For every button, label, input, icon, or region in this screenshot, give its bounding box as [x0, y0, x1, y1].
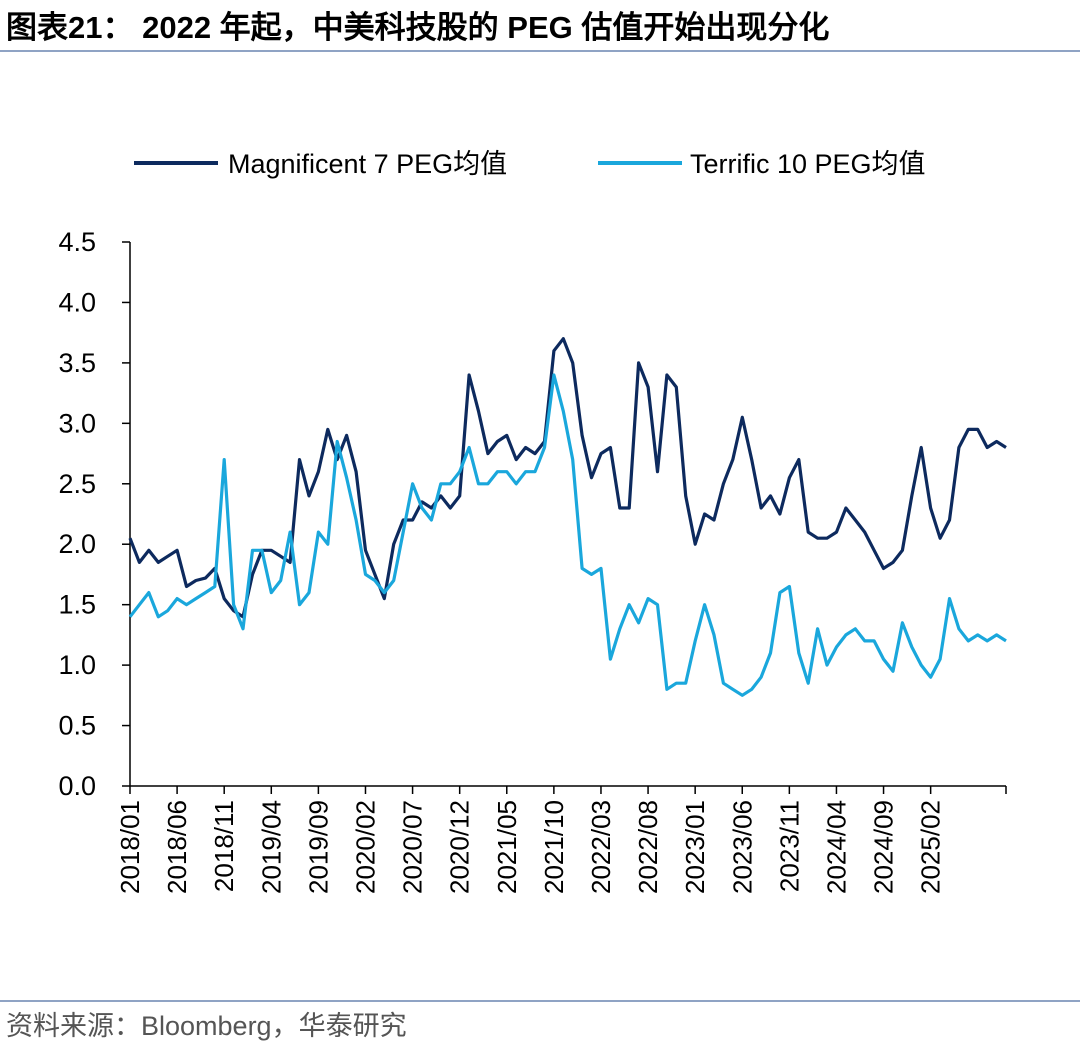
x-tick-label: 2022/08	[633, 800, 663, 894]
series-line-terrific-10	[128, 373, 1007, 697]
x-tick-label: 2024/04	[821, 800, 851, 894]
x-tick-label: 2023/01	[680, 800, 710, 894]
page-title: 图表21： 2022 年起，中美科技股的 PEG 估值开始出现分化	[6, 10, 830, 45]
source-note: 资料来源：Bloomberg，华泰研究	[6, 1011, 407, 1041]
x-tick-label: 2025/02	[916, 800, 946, 894]
legend-label: Magnificent 7 PEG均值	[228, 149, 507, 179]
legend-label: Terrific 10 PEG均值	[690, 149, 926, 179]
y-tick-label: 3.5	[58, 348, 96, 378]
y-tick-label: 2.5	[58, 469, 96, 499]
y-axis-ticks: 0.0 0.5 1.0 1.5 2.0 2.5 3.0 3.5 4.0 4.5	[58, 227, 130, 801]
x-tick-label: 2019/04	[256, 800, 286, 894]
x-tick-label: 2022/03	[586, 800, 616, 894]
x-tick-label: 2021/10	[539, 800, 569, 894]
series-lines	[128, 337, 1007, 697]
x-axis-ticks: 2018/01 2018/06 2018/11 2019/04 2019/09 2020/…	[115, 786, 1007, 894]
x-tick-label: 2024/09	[869, 800, 899, 894]
x-tick-label: 2018/01	[115, 800, 145, 894]
y-tick-label: 1.5	[58, 590, 96, 620]
x-tick-label: 2020/02	[350, 800, 380, 894]
y-tick-label: 0.5	[58, 711, 96, 741]
chart-legend: Magnificent 7 PEG均值 Terrific 10 PEG均值	[134, 149, 926, 179]
y-tick-label: 4.5	[58, 227, 96, 257]
y-tick-label: 2.0	[58, 529, 96, 559]
x-tick-label: 2023/11	[774, 800, 804, 892]
y-tick-label: 3.0	[58, 408, 96, 438]
x-tick-label: 2020/07	[398, 800, 428, 894]
x-tick-label: 2019/09	[303, 800, 333, 894]
x-tick-label: 2021/05	[492, 800, 522, 894]
y-tick-label: 1.0	[58, 650, 96, 680]
series-line-magnificent-7	[128, 337, 1007, 619]
x-tick-label: 2020/12	[445, 800, 475, 894]
x-tick-label: 2023/06	[727, 800, 757, 894]
title-divider	[0, 50, 1080, 52]
source-divider	[0, 1000, 1080, 1002]
chart: Magnificent 7 PEG均值 Terrific 10 PEG均值 0.0…	[58, 149, 1007, 894]
x-tick-label: 2018/06	[162, 800, 192, 894]
x-tick-label: 2018/11	[209, 800, 239, 892]
y-tick-label: 4.0	[58, 287, 96, 317]
y-tick-label: 0.0	[58, 771, 96, 801]
chart-axes	[129, 242, 1006, 787]
